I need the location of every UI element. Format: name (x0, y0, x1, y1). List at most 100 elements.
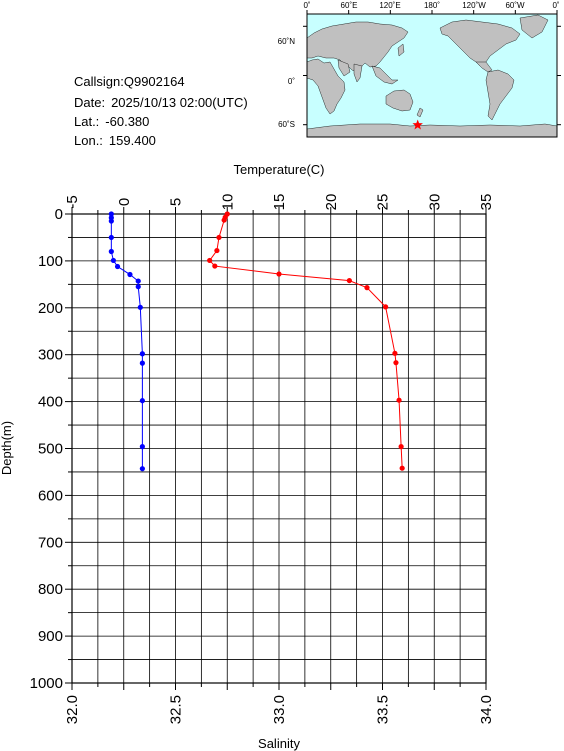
depth-tick-label: 300 (38, 347, 63, 364)
float-location-star (412, 119, 423, 130)
depth-tick-label: 1000 (30, 675, 63, 692)
salinity-point (139, 466, 145, 472)
land-africa (306, 58, 346, 115)
temperature-point (207, 257, 213, 264)
salinity-point (108, 234, 114, 241)
depth-tick-label: 400 (38, 394, 63, 411)
map-side-label-60n: 60˚N (278, 37, 296, 46)
map-top-label-2: 120˚E (379, 1, 400, 10)
salinity-tick-label: 34.0 (478, 695, 495, 724)
temperature-point (216, 234, 222, 241)
land-japan (397, 43, 405, 57)
depth-tick-labels: 0 100 200 300 400 500 600 700 800 900 1000 (30, 206, 63, 692)
metadata-block: Callsign:Q9902164 Date: 2025/10/13 02:00(… (74, 74, 248, 148)
temperature-point (221, 217, 227, 223)
land-antarctica (306, 123, 558, 138)
map-ticks (303, 10, 561, 126)
axis-ticks (65, 207, 487, 690)
salinity-point (108, 248, 114, 255)
map-side-label-60s: 60˚S (278, 120, 295, 129)
map-side-label-eq: 0˚ (288, 77, 295, 86)
salinity-axis-title: Salinity (258, 736, 300, 751)
salinity-line (110, 214, 143, 469)
salinity-tick-label: 32.5 (168, 695, 185, 724)
temperature-point (396, 397, 402, 403)
salinity-point (127, 271, 133, 278)
land-new-zealand (416, 107, 424, 118)
land-arabia (337, 59, 351, 77)
depth-tick-label: 500 (38, 441, 63, 458)
temperature-axis-title: Temperature(C) (233, 162, 324, 177)
map-top-label-6: 0˚ (552, 1, 559, 10)
salinity-point (135, 278, 141, 284)
depth-tick-label: 800 (38, 581, 63, 598)
depth-tick-label: 0 (55, 206, 63, 223)
float-location-star-icon (412, 119, 423, 130)
land-greenland (519, 14, 549, 39)
temperature-point (393, 360, 399, 366)
map-top-label-4: 120˚W (462, 1, 486, 10)
temperature-tick-label: 15 (271, 194, 288, 211)
plot-grid (71, 213, 487, 684)
salinity-tick-label: 33.0 (271, 695, 288, 724)
depth-tick-label: 600 (38, 487, 63, 504)
map-top-label-5: 60˚W (505, 1, 525, 10)
temperature-tick-label: 0 (116, 198, 133, 206)
map-top-label-3: 180˚ (424, 1, 440, 10)
temperature-tick-label: 5 (168, 198, 185, 206)
temperature-point (364, 285, 370, 291)
depth-tick-label: 700 (38, 534, 63, 551)
temperature-tick-label: -5 (64, 195, 81, 208)
map-land (306, 14, 558, 138)
temperature-tick-label: 20 (323, 194, 340, 211)
map-top-label-0: 0˚ (303, 1, 310, 10)
temperature-point (399, 465, 405, 471)
salinity-point (139, 360, 145, 366)
temperature-tick-labels: -5 0 5 10 15 20 25 30 35 (64, 194, 495, 211)
salinity-point (108, 211, 114, 217)
map-top-label-1: 60˚E (341, 1, 358, 10)
salinity-point (114, 263, 121, 270)
depth-tick-label: 100 (38, 253, 63, 270)
temperature-point (212, 263, 218, 269)
salinity-point (139, 351, 145, 357)
land-south-america (485, 69, 515, 121)
lat-line: Lat.: -60.380 (74, 114, 149, 129)
world-map-inset: 0˚ 60˚E 120˚E 180˚ 120˚W 60˚W 0˚ 60˚N 0˚… (278, 1, 561, 138)
land-india (353, 63, 363, 83)
salinity-tick-labels: 32.0 32.5 33.0 33.5 34.0 (64, 695, 495, 724)
land-australia (385, 89, 414, 112)
temperature-tick-label: 35 (478, 194, 495, 211)
callsign-line: Callsign:Q9902164 (74, 74, 185, 89)
salinity-tick-label: 32.0 (64, 695, 81, 724)
salinity-point (135, 284, 141, 290)
depth-tick-label: 900 (38, 628, 63, 645)
salinity-point (139, 398, 145, 404)
temperature-point (383, 304, 389, 310)
profile-plot: -5 0 5 10 15 20 25 30 35 32.0 32.5 33.0 33.5 34.0 01… (0, 162, 495, 751)
land-se-asia (371, 65, 399, 85)
depth-axis-title: Depth(m) (0, 421, 14, 475)
salinity-point (108, 218, 114, 224)
temperature-point (214, 247, 220, 254)
temperature-point (392, 350, 398, 356)
temperature-tick-label: 10 (219, 194, 236, 211)
temperature-point (346, 277, 352, 284)
temperature-line (209, 213, 403, 469)
temperature-point (398, 444, 404, 450)
temperature-tick-label: 30 (426, 194, 443, 211)
series-layer (108, 211, 405, 472)
date-line: Date: 2025/10/13 02:00(UTC) (74, 95, 248, 110)
salinity-point (137, 304, 143, 310)
lon-line: Lon.: 159.400 (74, 133, 156, 148)
salinity-point (110, 257, 116, 264)
temperature-tick-label: 25 (375, 194, 392, 211)
land-north-america (439, 19, 521, 67)
depth-tick-label: 200 (38, 300, 63, 317)
salinity-tick-label: 33.5 (375, 695, 392, 724)
salinity-point (139, 444, 145, 450)
temperature-point (276, 271, 282, 277)
land-eurasia (306, 21, 409, 73)
land-central-america (475, 61, 493, 73)
